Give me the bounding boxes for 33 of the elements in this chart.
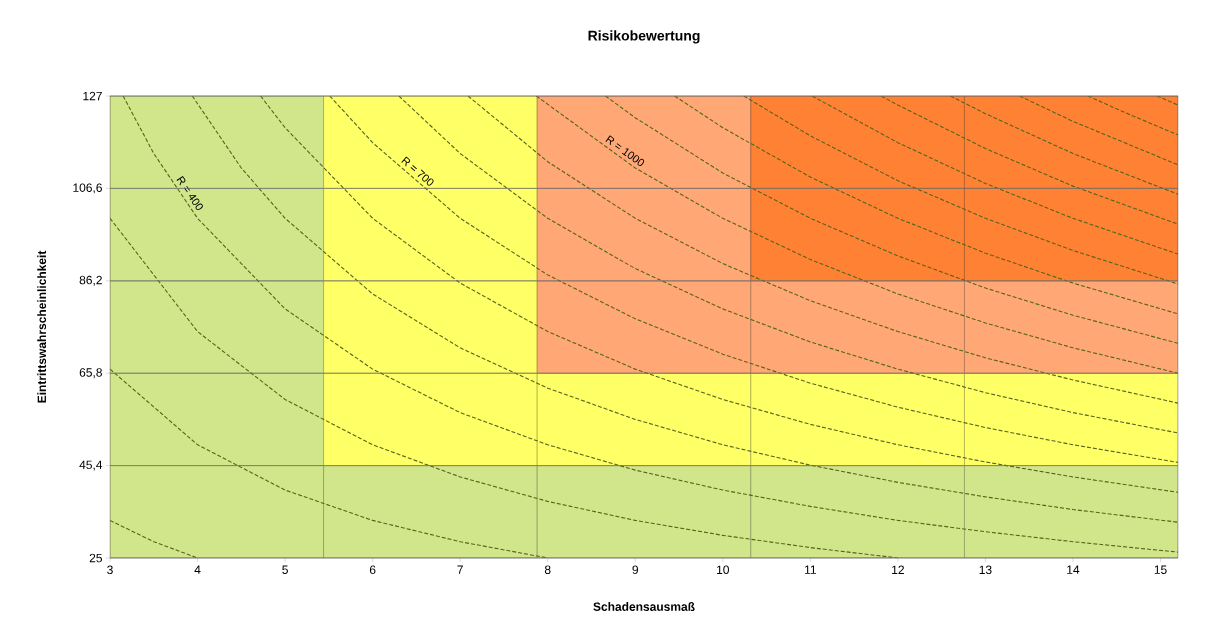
x-tick-label: 12 bbox=[892, 565, 904, 574]
x-tick-label: 11 bbox=[805, 565, 816, 574]
x-tick-label: 8 bbox=[544, 565, 551, 575]
y-tick-label: 86,2 bbox=[79, 275, 102, 286]
y-tick-label: 127 bbox=[83, 91, 102, 101]
x-tick-label: 7 bbox=[457, 565, 463, 574]
y-tick-label: 106,6 bbox=[73, 183, 102, 194]
y-axis-title: Eintrittswahrscheinlichkeit bbox=[37, 250, 47, 403]
line-series bbox=[811, 95, 1179, 255]
x-tick-label: 3 bbox=[107, 565, 113, 575]
x-tick-label: 13 bbox=[979, 565, 992, 575]
x-tick-label: 5 bbox=[282, 565, 288, 574]
line-series bbox=[535, 95, 1179, 374]
y-tick-label: 65,8 bbox=[79, 368, 102, 379]
x-tick-label: 6 bbox=[369, 565, 376, 575]
x-tick-label: 9 bbox=[632, 565, 639, 575]
line-series bbox=[467, 95, 1179, 404]
line-series bbox=[674, 95, 1179, 315]
text: R = 1000 bbox=[605, 135, 645, 167]
y-tick-label: 45,4 bbox=[79, 460, 103, 471]
line-series bbox=[604, 95, 1179, 344]
text: R = 700 bbox=[401, 156, 434, 186]
y-tick-label: 25 bbox=[89, 553, 102, 563]
x-tick-label: 15 bbox=[1154, 565, 1167, 574]
x-tick-label: 10 bbox=[717, 565, 729, 575]
x-tick-label: 4 bbox=[194, 565, 201, 574]
line-series bbox=[398, 95, 1179, 434]
line-series bbox=[743, 95, 1179, 285]
chart-title: Risikobewertung bbox=[588, 30, 700, 44]
x-tick-label: 14 bbox=[1067, 565, 1080, 574]
x-axis-title: Schadensausmaß bbox=[593, 602, 695, 611]
line-series bbox=[880, 95, 1179, 225]
text: R = 400 bbox=[176, 175, 203, 211]
